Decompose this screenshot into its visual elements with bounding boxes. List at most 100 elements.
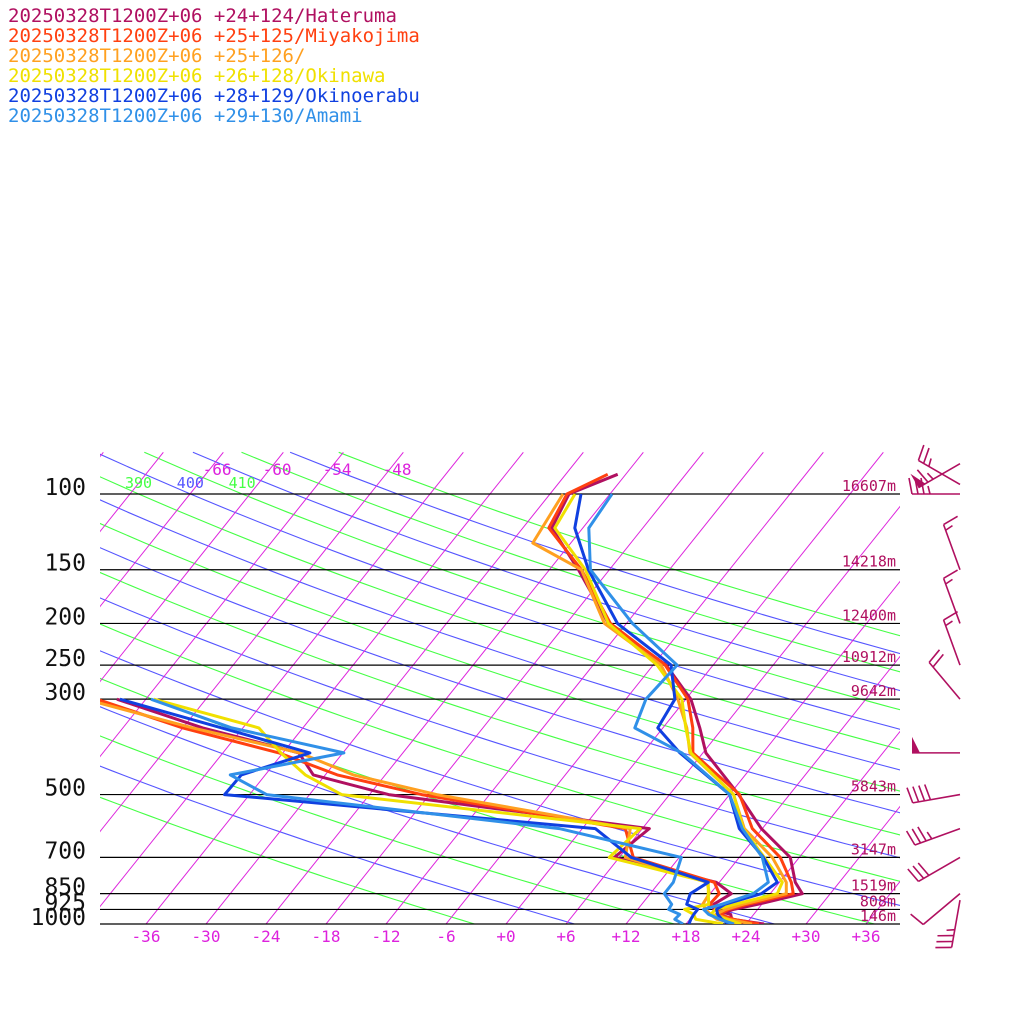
dry-adiabat-line [100, 547, 900, 814]
height-label: 146m [860, 907, 896, 925]
isotherm-line [805, 805, 900, 924]
isotherm-line [100, 452, 284, 683]
pressure-tick-label: 850 [44, 875, 86, 901]
isotherm-line [745, 730, 900, 924]
isotherm-line [0, 452, 43, 924]
temperature-tick-label: -24 [252, 927, 281, 946]
isotherm-top-label: -60 [263, 460, 292, 479]
dry-adiabat-line [241, 451, 900, 673]
isotherm-line [100, 452, 224, 608]
dry-adiabat-line [100, 571, 900, 836]
pressure-tick-label: 150 [44, 551, 86, 577]
temperature-tick-label: +18 [672, 927, 701, 946]
temperature-tick-label: +36 [852, 927, 881, 946]
theta-label: 390 [125, 474, 152, 492]
wind-barb [942, 611, 961, 666]
wind-barb [917, 444, 961, 486]
theta-label: 400 [177, 474, 204, 492]
temperature-tick-label: +30 [792, 927, 821, 946]
pressure-tick-label: 200 [44, 604, 86, 630]
wind-barb [908, 477, 960, 495]
legend-entry: 20250328T1200Z+06 +24+124/Hateruma [8, 5, 397, 27]
dry-adiabat-line [100, 650, 900, 907]
isotherm-top-label: -48 [383, 460, 412, 479]
dry-adiabat-line [100, 765, 577, 924]
wind-barb [912, 736, 960, 754]
dry-adiabat-line [100, 677, 877, 924]
dry-adiabat-line [289, 451, 900, 655]
pressure-tick-label: 100 [44, 475, 86, 501]
dry-adiabat-line [192, 451, 900, 692]
dry-adiabat-line [100, 623, 900, 882]
dry-adiabat-line [100, 735, 677, 924]
temperature-tick-label: +0 [496, 927, 515, 946]
wind-barb [935, 899, 961, 949]
temperature-profile [553, 493, 784, 924]
isotherm-line [265, 452, 644, 924]
isotherm-line [100, 452, 464, 908]
isotherm-line [325, 452, 704, 924]
legend-entry: 20250328T1200Z+06 +29+130/Amami [8, 105, 363, 127]
pressure-tick-label: 300 [44, 680, 86, 706]
legend-entry: 20250328T1200Z+06 +25+125/Miyakojima [8, 25, 420, 47]
isotherms [0, 452, 900, 924]
dewpoint-profile [153, 697, 724, 924]
dewpoint-profile [119, 697, 710, 924]
height-label: 12400m [842, 606, 896, 624]
isotherm-line [445, 452, 824, 924]
legend-entry: 20250328T1200Z+06 +26+128/Okinawa [8, 65, 386, 87]
isotherm-line [100, 452, 404, 833]
wind-barb [910, 462, 961, 489]
pressure-tick-label: 1000 [31, 905, 86, 931]
isotherm-line [100, 452, 344, 758]
wind-barb [905, 826, 961, 846]
isotherm-line [100, 452, 164, 533]
temperature-tick-label: -36 [132, 927, 161, 946]
pressure-tick-label: 250 [44, 646, 86, 672]
temperature-tick-label: -18 [312, 927, 341, 946]
height-label: 5843m [851, 778, 896, 796]
pressure-lines [100, 493, 900, 925]
temperature-tick-label: +24 [732, 927, 761, 946]
dry-adiabat-line [144, 451, 900, 711]
isotherm-line [685, 655, 900, 924]
sounding-series [100, 472, 804, 924]
wind-barb [942, 569, 961, 624]
height-label: 14218m [842, 553, 896, 571]
temperature-tick-label: -30 [192, 927, 221, 946]
temperature-profile [587, 493, 770, 924]
legend-entry: 20250328T1200Z+06 +25+126/ [8, 45, 306, 67]
pressure-tick-label: 925 [44, 890, 86, 916]
isotherm-line [205, 452, 584, 924]
pressure-tick-label: 700 [44, 838, 86, 864]
height-label: 3147m [851, 840, 896, 858]
wind-barb [928, 649, 961, 700]
isotherm-top-label: -66 [203, 460, 232, 479]
dry-adiabat-line [100, 499, 900, 771]
temperature-tick-label: +6 [556, 927, 575, 946]
wind-barbs [905, 444, 961, 949]
isotherm-line [625, 580, 900, 924]
dry-adiabat-line [100, 706, 777, 924]
dry-adiabat-line [100, 522, 900, 792]
height-label: 9642m [851, 682, 896, 700]
temperature-profile [573, 493, 779, 924]
isotherm-line [145, 452, 524, 924]
height-label: 1519m [851, 877, 896, 895]
dewpoint-profile [150, 697, 684, 924]
height-label: 808m [860, 892, 896, 910]
legend-entry: 20250328T1200Z+06 +28+129/Okinoerabu [8, 85, 420, 107]
isotherm-line [505, 452, 884, 924]
height-label: 16607m [842, 477, 896, 495]
temperature-tick-label: +12 [612, 927, 641, 946]
pressure-tick-label: 500 [44, 776, 86, 802]
temperature-tick-label: -12 [372, 927, 401, 946]
isotherm-line [385, 452, 764, 924]
wind-barb [942, 515, 961, 570]
wind-barb [910, 893, 961, 926]
temperature-tick-label: -6 [436, 927, 455, 946]
wind-barb [907, 856, 961, 883]
height-label: 10912m [842, 648, 896, 666]
axis-labels: 100 16607m 150 14218m 200 12400m 250 10912m 300 9… [31, 460, 896, 946]
